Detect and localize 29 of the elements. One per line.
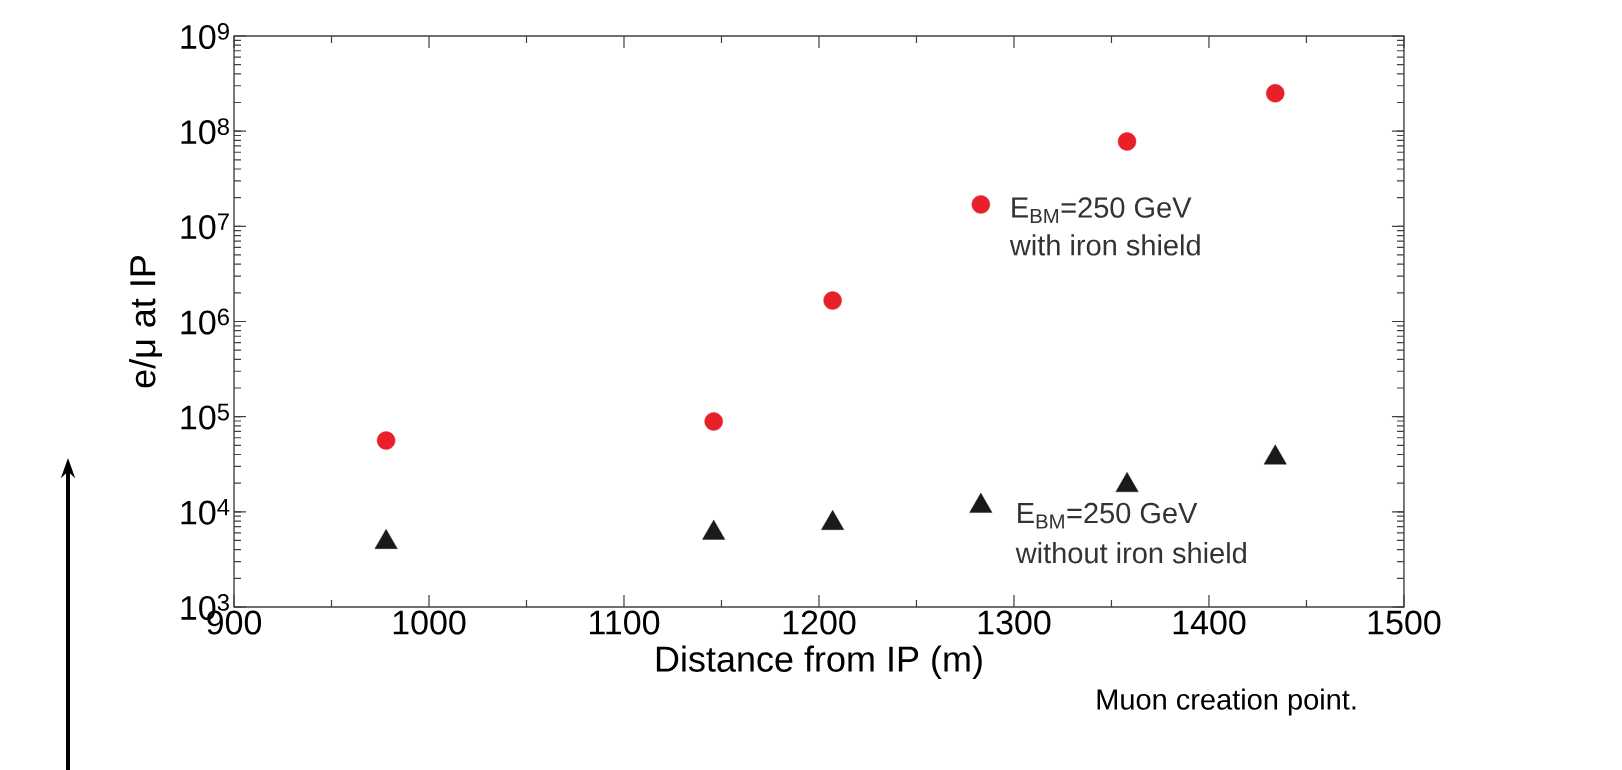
annotation: E$_{BM}$=250 GeV bbox=[1018, 502, 1198, 529]
point bbox=[1117, 132, 1137, 151]
y-tick-label: 10$^{7}$ bbox=[181, 213, 229, 240]
text: Muon creation point. bbox=[1097, 688, 1356, 716]
y-tick-label: 10$^{6}$ bbox=[181, 308, 229, 335]
point bbox=[969, 492, 993, 513]
point bbox=[374, 528, 398, 549]
x-tick-label: 1000 bbox=[393, 610, 466, 635]
point bbox=[702, 519, 726, 540]
point bbox=[1115, 472, 1139, 492]
point bbox=[971, 195, 991, 214]
x-tick-label: 1100 bbox=[590, 610, 660, 635]
y-tick-label: 10$^{4}$ bbox=[181, 498, 230, 525]
x-tick-label: 1200 bbox=[783, 610, 856, 635]
point bbox=[1266, 84, 1285, 103]
x-tick-label: 1300 bbox=[978, 610, 1051, 635]
annotation: E$_{BM}$=250 GeV bbox=[1012, 197, 1192, 223]
y-tick-label: 10$^{9}$ bbox=[181, 22, 229, 49]
y-tick-label: 10$^{8}$ bbox=[181, 118, 229, 145]
point bbox=[823, 291, 842, 310]
y-axis-title: e/μ at IP bbox=[129, 256, 163, 388]
x-axis-title: Distance from IP (m) bbox=[656, 645, 982, 679]
annotation: with iron shield bbox=[1009, 234, 1200, 256]
x-tick-label: 1500 bbox=[1368, 610, 1441, 635]
x-tick-label: 1400 bbox=[1173, 610, 1246, 635]
y-tick-label: 10$^{5}$ bbox=[181, 403, 229, 430]
point bbox=[1263, 444, 1287, 465]
point bbox=[821, 509, 845, 530]
annotation: without iron shield bbox=[1015, 542, 1246, 564]
